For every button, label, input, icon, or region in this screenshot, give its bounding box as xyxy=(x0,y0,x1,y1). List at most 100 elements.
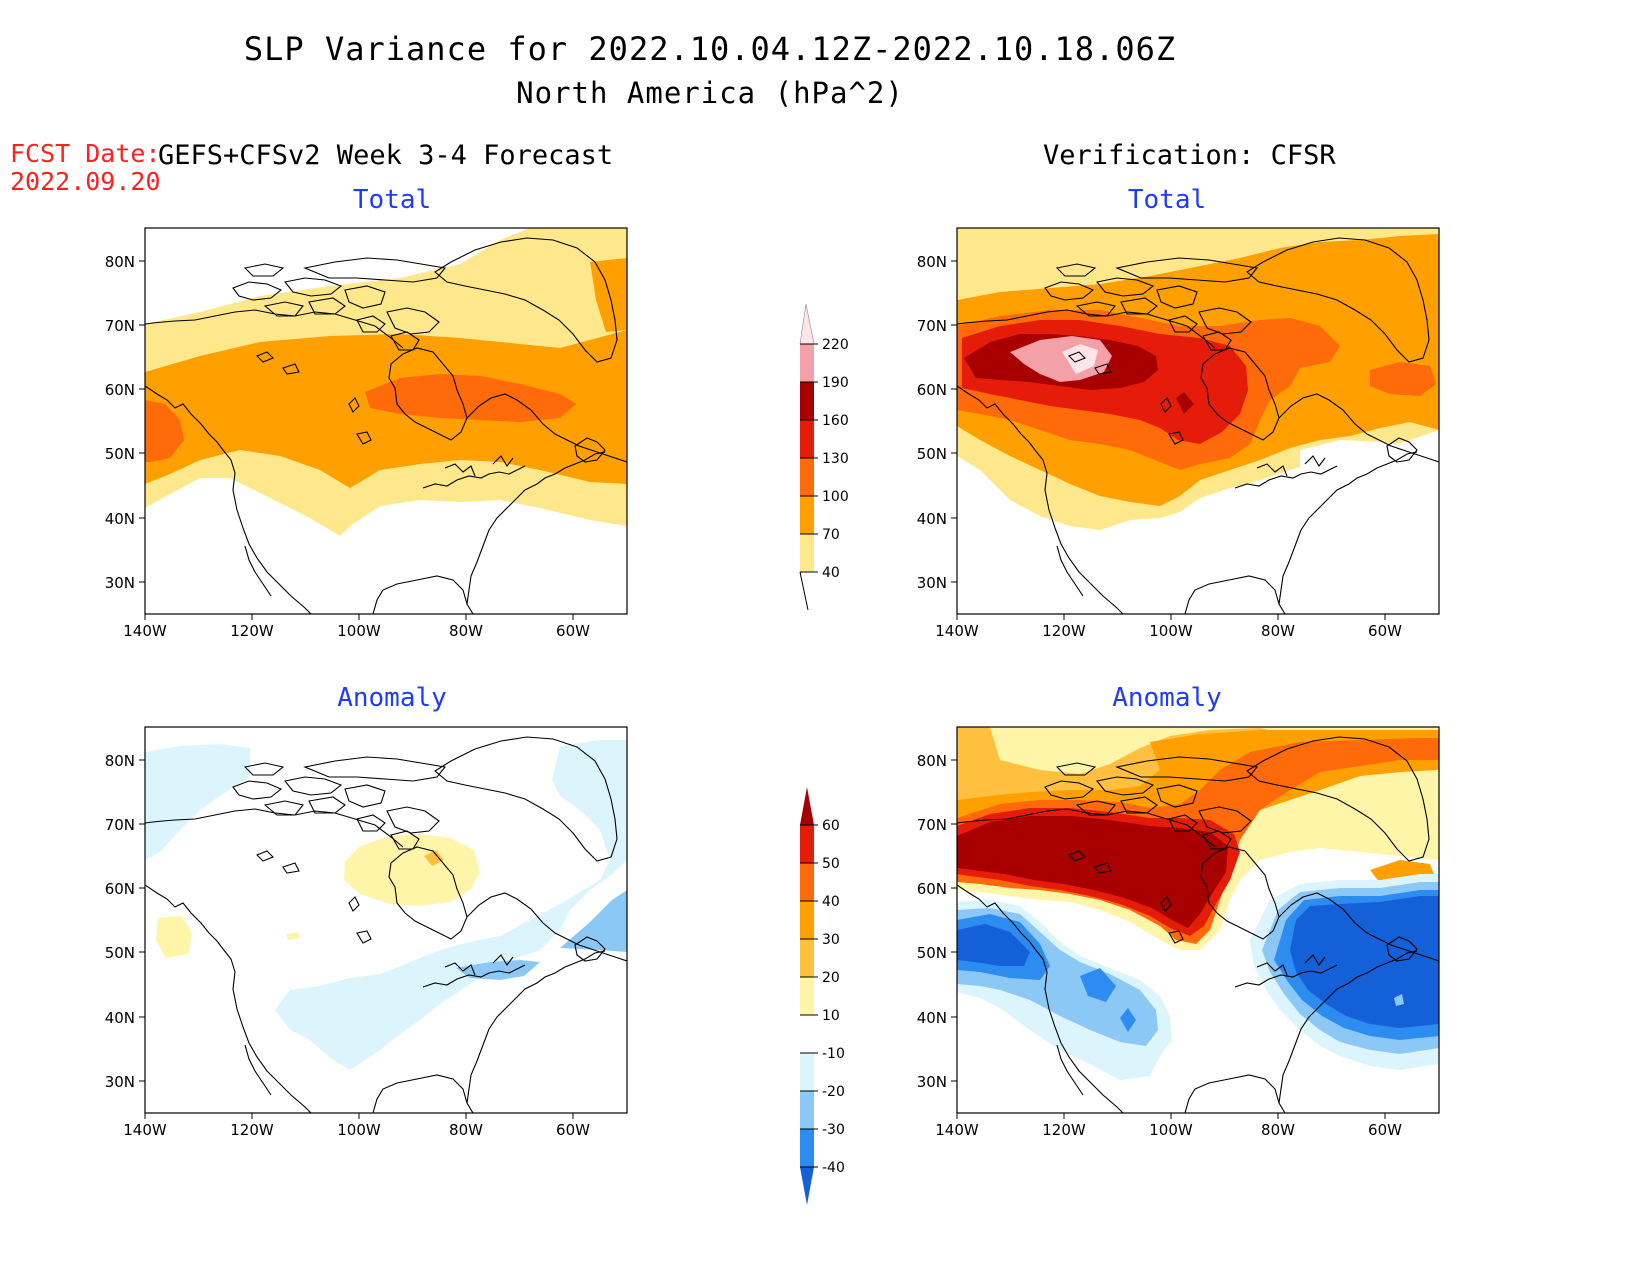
total-colorbar-label: 40 xyxy=(822,565,840,581)
total-colorbar-label: 220 xyxy=(822,337,849,353)
forecast-date-label: FCST Date: xyxy=(10,139,161,168)
anomaly-colorbar-label: -10 xyxy=(822,1046,845,1062)
forecast-anomaly-shading xyxy=(145,727,627,1113)
verification-total-lat-tick-label: 30N xyxy=(917,574,947,592)
verification-total-shading xyxy=(957,228,1439,614)
anomaly-colorbar-upper-triangle xyxy=(800,787,814,825)
forecast-anomaly-lat-tick-label: 30N xyxy=(105,1073,135,1091)
verification-total-frame xyxy=(956,227,1440,615)
anomaly-colorbar-lower-triangle xyxy=(800,1167,814,1205)
forecast-total-lon-tick-label: 60W xyxy=(556,622,590,640)
anomaly-colorbar-box xyxy=(800,939,814,977)
total-colorbar: 40 70 100 130 160 190 220 xyxy=(799,303,849,611)
total-colorbar-label: 190 xyxy=(822,375,849,391)
total-colorbar-box xyxy=(800,458,814,496)
verification-total-lat-tick-label: 40N xyxy=(917,510,947,528)
verification-anomaly-lon-tick-label: 80W xyxy=(1261,1121,1295,1139)
forecast-total-lon-tick-label: 100W xyxy=(337,622,381,640)
anomaly-colorbar-label: 20 xyxy=(822,970,840,986)
anomaly-colorbar: -40 -30 -20 -10 10 20 30 40 50 60 xyxy=(800,787,845,1205)
anomaly-colorbar-label: 50 xyxy=(822,856,840,872)
forecast-total-lon-tick-label: 80W xyxy=(449,622,483,640)
forecast-total-lon-tick-label: 140W xyxy=(123,622,167,640)
anomaly-colorbar-label: 10 xyxy=(822,1008,840,1024)
verification-total-lat-tick-label: 70N xyxy=(917,317,947,335)
forecast-anomaly-lat-tick-label: 50N xyxy=(105,944,135,962)
figure-title: SLP Variance for 2022.10.04.12Z-2022.10.… xyxy=(243,30,1177,68)
verification-total-lon-tick-label: 140W xyxy=(935,622,979,640)
forecast-anomaly-panel xyxy=(138,726,628,1120)
forecast-total-panel xyxy=(138,227,628,621)
verification-anomaly-panel xyxy=(950,726,1440,1120)
anomaly-colorbar-box xyxy=(800,825,814,863)
anomaly-colorbar-box xyxy=(800,1053,814,1091)
forecast-total-lon-tick-label: 120W xyxy=(230,622,274,640)
anomaly-colorbar-box xyxy=(800,901,814,939)
total-colorbar-box xyxy=(800,496,814,534)
verification-total-lon-tick-label: 120W xyxy=(1042,622,1086,640)
forecast-date-block: FCST Date: 2022.09.20 xyxy=(10,140,161,196)
total-colorbar-box xyxy=(800,534,814,572)
forecast-anomaly-title: Anomaly xyxy=(337,683,447,713)
forecast-total-lat-tick-label: 30N xyxy=(105,574,135,592)
total-colorbar-label: 160 xyxy=(822,413,849,429)
anomaly-colorbar-label: 60 xyxy=(822,818,840,834)
verification-column-heading: Verification: CFSR xyxy=(1043,140,1336,171)
forecast-anomaly-lon-tick-label: 60W xyxy=(556,1121,590,1139)
forecast-anomaly-lat-tick-label: 60N xyxy=(105,880,135,898)
verification-anomaly-lat-tick-label: 60N xyxy=(917,880,947,898)
forecast-total-lat-tick-label: 50N xyxy=(105,445,135,463)
verification-anomaly-lon-tick-label: 60W xyxy=(1368,1121,1402,1139)
verification-total-panel xyxy=(950,227,1440,621)
anomaly-colorbar-box xyxy=(800,863,814,901)
total-colorbar-box xyxy=(800,420,814,458)
total-colorbar-label: 70 xyxy=(822,527,840,543)
total-colorbar-box xyxy=(800,382,814,420)
verification-anomaly-frame xyxy=(956,726,1440,1114)
verification-anomaly-lat-tick-label: 40N xyxy=(917,1009,947,1027)
forecast-anomaly-lat-tick-label: 70N xyxy=(105,816,135,834)
anomaly-colorbar-box xyxy=(800,977,814,1015)
verification-anomaly-lat-tick-label: 80N xyxy=(917,752,947,770)
verification-anomaly-lon-tick-label: 100W xyxy=(1149,1121,1193,1139)
verification-anomaly-lon-tick-label: 140W xyxy=(935,1121,979,1139)
verification-anomaly-shading xyxy=(957,727,1439,1113)
verification-total-lat-tick-label: 60N xyxy=(917,381,947,399)
anomaly-colorbar-label: -40 xyxy=(822,1160,845,1176)
figure-subtitle: North America (hPa^2) xyxy=(516,76,904,110)
forecast-total-frame xyxy=(144,227,628,615)
forecast-anomaly-lon-tick-label: 80W xyxy=(449,1121,483,1139)
forecast-total-lat-tick-label: 80N xyxy=(105,253,135,271)
forecast-anomaly-frame xyxy=(144,726,628,1114)
verification-anomaly-lat-tick-label: 30N xyxy=(917,1073,947,1091)
forecast-total-lat-tick-label: 40N xyxy=(105,510,135,528)
verification-anomaly-lon-tick-label: 120W xyxy=(1042,1121,1086,1139)
verification-anomaly-lat-tick-label: 70N xyxy=(917,816,947,834)
anomaly-colorbar-label: -20 xyxy=(822,1084,845,1100)
forecast-anomaly-lat-tick-label: 80N xyxy=(105,752,135,770)
verification-total-lon-tick-label: 80W xyxy=(1261,622,1295,640)
anomaly-colorbar-label: 30 xyxy=(822,932,840,948)
verification-total-lon-tick-label: 60W xyxy=(1368,622,1402,640)
anomaly-colorbar-box xyxy=(800,1129,814,1167)
verification-total-title: Total xyxy=(1127,185,1207,215)
forecast-anomaly-lat-tick-label: 40N xyxy=(105,1009,135,1027)
forecast-anomaly-lon-tick-label: 100W xyxy=(337,1121,381,1139)
verification-anomaly-title: Anomaly xyxy=(1112,683,1222,713)
anomaly-colorbar-box xyxy=(800,1015,814,1053)
total-colorbar-box xyxy=(800,344,814,382)
forecast-date-value: 2022.09.20 xyxy=(10,167,161,196)
verification-total-lat-tick-label: 50N xyxy=(917,445,947,463)
total-colorbar-lower-end xyxy=(799,571,809,611)
total-colorbar-label: 130 xyxy=(822,451,849,467)
axis-labels: 80N 70N 60N 50N 40N 30N 140W 120W 100W 80W 60W 80N 7… xyxy=(105,253,1402,1139)
forecast-total-lat-tick-label: 70N xyxy=(105,317,135,335)
anomaly-colorbar-label: -30 xyxy=(822,1122,845,1138)
total-colorbar-upper-triangle xyxy=(799,303,815,345)
forecast-total-shading xyxy=(145,228,627,614)
forecast-total-lat-tick-label: 60N xyxy=(105,381,135,399)
forecast-column-heading: GEFS+CFSv2 Week 3-4 Forecast xyxy=(158,140,614,171)
total-colorbar-label: 100 xyxy=(822,489,849,505)
forecast-anomaly-lon-tick-label: 140W xyxy=(123,1121,167,1139)
